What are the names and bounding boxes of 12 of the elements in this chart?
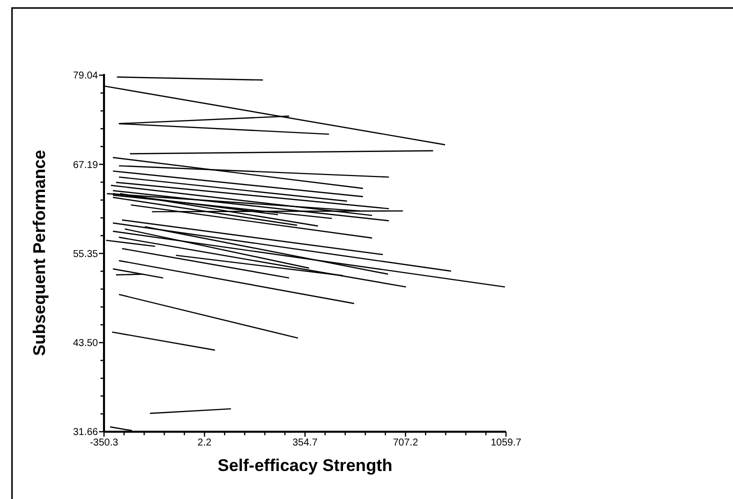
x-tick-label: 354.7 bbox=[292, 438, 318, 449]
y-tick-label: 55.35 bbox=[72, 248, 98, 260]
x-tick-label: 707.2 bbox=[392, 438, 418, 449]
y-tick-label: 67.19 bbox=[72, 160, 98, 171]
x-tick-label: -350.3 bbox=[90, 438, 119, 449]
x-tick-label: 1059.7 bbox=[490, 438, 522, 449]
y-axis-title: Subsequent Performance bbox=[30, 150, 49, 356]
y-tick-label: 31.66 bbox=[72, 427, 98, 438]
y-tick-label: 43.50 bbox=[72, 338, 98, 350]
x-axis-title: Self-efficacy Strength bbox=[218, 456, 392, 475]
y-tick-label: 79.04 bbox=[72, 70, 98, 82]
x-tick-label: 2.2 bbox=[198, 438, 212, 449]
